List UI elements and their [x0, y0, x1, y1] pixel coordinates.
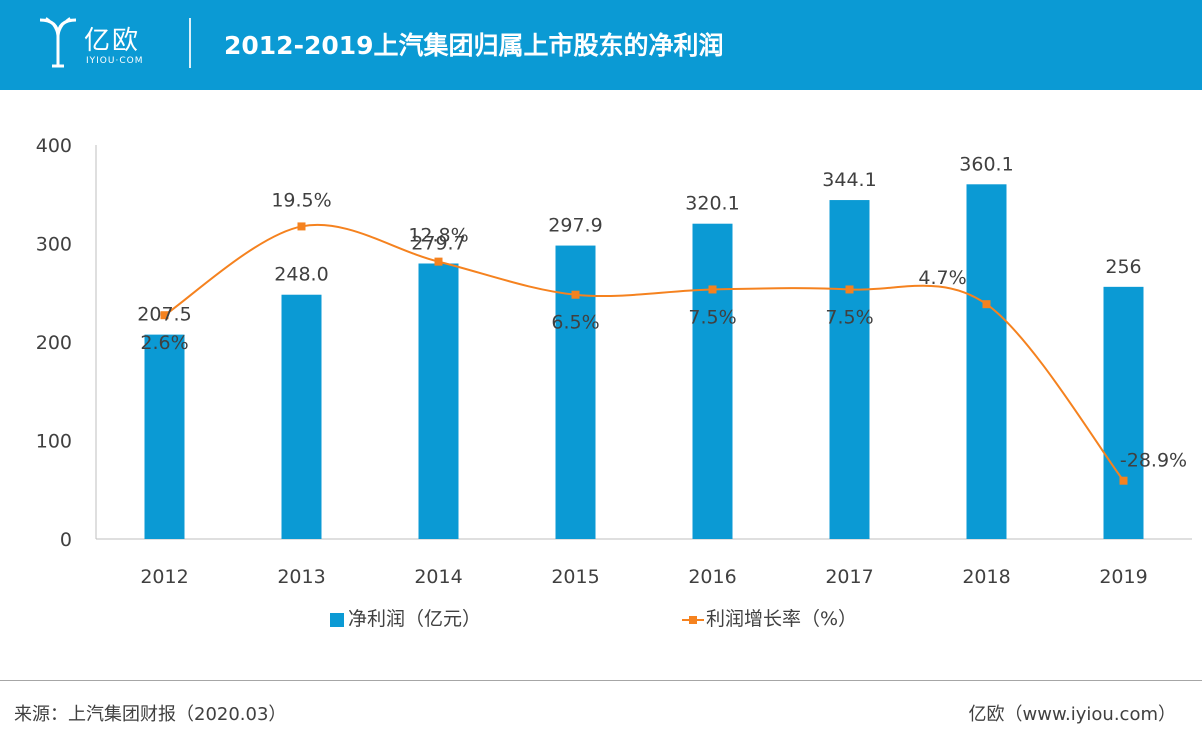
bar-series — [144, 184, 1144, 540]
header-banner: 亿欧 IYIOU·COM 2012-2019上汽集团归属上市股东的净利润 — [0, 0, 1202, 90]
y-tick-label: 100 — [36, 431, 72, 453]
x-tick-label: 2018 — [962, 566, 1010, 588]
line-value-label: 7.5% — [825, 306, 873, 328]
bar — [692, 223, 733, 539]
line-point — [982, 300, 991, 309]
bar — [1103, 286, 1144, 539]
x-tick-label: 2014 — [414, 566, 462, 588]
x-axis: 2012 2013 2014 2015 2016 2017 2018 2019 — [96, 538, 1192, 588]
line-point — [845, 285, 854, 294]
legend-label-net-profit: 净利润（亿元） — [348, 608, 482, 630]
legend-line-swatch — [682, 613, 704, 627]
bar-value-label: 207.5 — [137, 304, 191, 326]
y-tick-label: 200 — [36, 332, 72, 354]
line-value-label: -28.9% — [1120, 450, 1187, 472]
legend-item-growth-rate: 利润增长率（%） — [682, 604, 857, 631]
bar-value-label: 320.1 — [685, 193, 739, 215]
logo-subtext: IYIOU·COM — [86, 56, 144, 66]
bar — [966, 184, 1007, 539]
line-value-label: 4.7% — [918, 267, 966, 289]
x-tick-label: 2019 — [1099, 566, 1147, 588]
bar — [555, 245, 596, 540]
header-divider — [189, 18, 191, 68]
line-value-label: 7.5% — [688, 306, 736, 328]
bar — [829, 200, 870, 539]
line-value-label: 19.5% — [271, 189, 331, 211]
legend-item-net-profit: 净利润（亿元） — [330, 604, 481, 631]
legend-bar-swatch — [330, 612, 344, 627]
bar-value-label: 256 — [1105, 256, 1141, 278]
bar-value-label: 344.1 — [822, 169, 876, 191]
bar-value-label: 360.1 — [959, 153, 1013, 175]
footer-divider — [0, 680, 1202, 681]
bar-value-label: 279.7 — [411, 232, 465, 254]
line-value-label: 2.6% — [140, 332, 188, 354]
y-tick-label: 0 — [60, 529, 72, 551]
yiou-logo-icon — [39, 17, 77, 68]
line-value-label: 6.5% — [551, 312, 599, 334]
y-tick-label: 400 — [36, 135, 72, 157]
y-tick-label: 300 — [36, 234, 72, 256]
line-series — [160, 222, 1128, 485]
line-point — [297, 222, 306, 231]
x-tick-label: 2016 — [688, 566, 736, 588]
page-title: 2012-2019上汽集团归属上市股东的净利润 — [224, 31, 724, 60]
x-tick-label: 2015 — [551, 566, 599, 588]
line-point — [160, 311, 169, 320]
x-tick-label: 2013 — [277, 566, 325, 588]
legend-label-growth-rate: 利润增长率（%） — [706, 608, 858, 630]
data-labels: 207.5 248.0 279.7 297.9 320.1 344.1 360.1 256 2.… — [137, 153, 1187, 471]
line-point — [1119, 476, 1128, 485]
bar-value-label: 248.0 — [274, 264, 328, 286]
x-tick-label: 2012 — [140, 566, 188, 588]
bar — [281, 294, 322, 539]
logo-text: 亿欧 — [84, 26, 141, 56]
source-note: 来源：上汽集团财报（2020.03） — [14, 704, 287, 725]
line-point — [708, 285, 717, 294]
line-point — [434, 257, 443, 266]
line-value-label: 12.8% — [408, 225, 468, 247]
bar-value-label: 297.9 — [548, 215, 602, 237]
site-credit: 亿欧（www.iyiou.com） — [968, 704, 1176, 725]
bar — [418, 263, 459, 539]
line-point — [571, 290, 580, 299]
y-axis: 0 100 200 300 400 — [36, 135, 97, 551]
bar — [144, 334, 185, 539]
x-tick-label: 2017 — [825, 566, 873, 588]
